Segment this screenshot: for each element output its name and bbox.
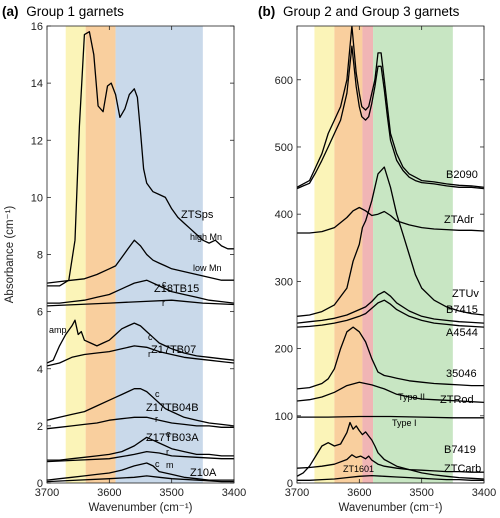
series-annotation: Z17TB04B — [146, 402, 199, 414]
y-tick-label: 400 — [275, 209, 293, 221]
series-line-35046 — [297, 326, 484, 390]
series-line-low-mn — [47, 239, 234, 284]
series-annotation: Z17TB03A — [146, 432, 199, 444]
series-annotation: c — [155, 459, 160, 469]
y-tick-label: 2 — [37, 421, 43, 433]
x-axis-label: Wavenumber (cm⁻¹) — [88, 502, 192, 514]
band-2 — [85, 26, 116, 483]
y-tick-label: 300 — [275, 276, 293, 288]
series-annotation: Type I — [392, 418, 417, 428]
series-annotation: ZTCarb — [444, 463, 481, 475]
series-line-z17tb07-r — [47, 345, 234, 367]
x-tick-label: 3700 — [35, 487, 59, 499]
series-annotation: ZTRod — [440, 394, 474, 406]
series-line-z10a-c — [47, 462, 234, 481]
y-tick-label: 0 — [37, 478, 43, 490]
series-line-ztrod-type-ii — [297, 381, 484, 404]
y-tick-label: 12 — [31, 135, 43, 147]
panel-a-chart: 3700 3600 3500 3400 0 2 4 6 8 10 12 14 16 Wavenumber … — [4, 21, 246, 514]
series-line-b2090-b — [297, 45, 484, 190]
series-annotation: Z18TB15 — [154, 283, 199, 295]
y-tick-label: 6 — [37, 307, 43, 319]
series-line-ztcarb — [297, 474, 484, 481]
panel-a-title-text: Group 1 garnets — [26, 4, 124, 19]
series-line-z17tb03a-c — [47, 436, 234, 461]
series-line-b7419 — [297, 421, 484, 480]
x-tick-label: 3500 — [159, 487, 183, 499]
series-line-z17tb04b-r — [47, 416, 234, 430]
series-line-ztadr — [297, 206, 484, 234]
series-annotation: r — [148, 349, 151, 359]
x-tick-label: 3400 — [472, 487, 496, 499]
axes-frame — [296, 25, 485, 484]
series-line-ztuv — [297, 166, 484, 317]
y-tick-label: 100 — [275, 411, 293, 423]
series-annotation: c — [162, 279, 167, 289]
series-annotation: r — [166, 447, 169, 457]
series-line-z17tb04b-c — [47, 388, 234, 427]
panel-b-title-text: Group 2 and Group 3 garnets — [283, 4, 460, 19]
band-1 — [65, 26, 86, 483]
x-tick-label: 3600 — [347, 487, 371, 499]
series-annotation: Z10A — [190, 467, 217, 479]
series-annotation: high Mn — [190, 232, 222, 242]
x-tick-label: 3500 — [409, 487, 433, 499]
series-line-ztsps — [47, 31, 234, 287]
series-line-zt1601 — [297, 454, 484, 473]
series-annotation: ZT1601 — [343, 464, 374, 474]
series-line-z18tb15 — [47, 279, 234, 304]
y-tick-label: 600 — [275, 75, 293, 87]
series-line-a4544 — [297, 299, 484, 328]
panel-b-chart: 3700 3600 3500 3400 0 100 200 300 400 500 600 Waven… — [275, 25, 496, 514]
y-tick-label: 16 — [31, 21, 43, 33]
panel-b-letter: (b) — [258, 4, 275, 19]
series-line-z10a-r — [47, 475, 234, 483]
series-annotation: c — [155, 389, 160, 399]
panel-a-title: (a) Group 1 garnets — [2, 4, 124, 19]
series-annotation: B7415 — [446, 304, 478, 316]
series-annotation: ZTUv — [452, 288, 479, 300]
band-3 — [362, 26, 374, 483]
series-line-z18tb15-r — [47, 299, 234, 307]
series-line-z17tb07-c — [47, 319, 234, 364]
series-annotation: r — [162, 298, 165, 308]
series-annotation: amp — [49, 325, 67, 335]
x-axis-label: Wavenumber (cm⁻¹) — [338, 502, 442, 514]
y-tick-label: 4 — [37, 364, 43, 376]
y-tick-label: 8 — [37, 250, 43, 262]
x-tick-label: 3400 — [222, 487, 246, 499]
series-line-z17tb03a-r — [47, 450, 234, 463]
band-1 — [314, 26, 335, 483]
series-annotation: low Mn — [193, 263, 222, 273]
x-tick-label: 3700 — [285, 487, 309, 499]
panel-a-letter: (a) — [2, 4, 19, 19]
series-annotation: Z17TB07 — [151, 344, 196, 356]
series-annotation: r — [155, 414, 158, 424]
series-annotation: B2090 — [446, 169, 478, 181]
series-annotation: ZTAdr — [444, 214, 474, 226]
series-annotation: B7419 — [444, 444, 476, 456]
series-line-ztrod-type-i — [297, 415, 484, 419]
x-tick-label: 3600 — [97, 487, 121, 499]
series-annotation: A4544 — [446, 327, 478, 339]
series-annotation: c — [148, 332, 153, 342]
y-tick-label: 14 — [31, 78, 43, 90]
series-annotation: 35046 — [446, 368, 477, 380]
y-tick-label: 200 — [275, 344, 293, 356]
series-annotation: Type II — [398, 392, 425, 402]
y-tick-label: 0 — [287, 478, 293, 490]
y-tick-label: 10 — [31, 192, 43, 204]
series-annotation: ZTSps — [181, 209, 214, 221]
band-3 — [115, 26, 203, 483]
series-line-b7415 — [297, 290, 484, 324]
y-axis-label: Absorbance (cm⁻¹) — [4, 206, 16, 304]
y-tick-label: 500 — [275, 142, 293, 154]
series-line-b2090 — [297, 26, 484, 188]
series-annotation: c — [166, 429, 171, 439]
series-annotation: m — [166, 460, 174, 470]
band-2 — [334, 26, 363, 483]
panel-b-title: (b) Group 2 and Group 3 garnets — [258, 4, 460, 19]
